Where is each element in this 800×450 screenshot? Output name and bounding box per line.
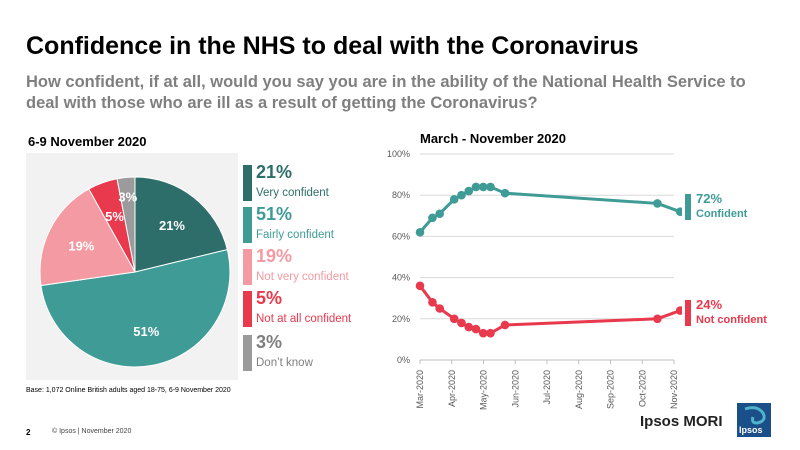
legend-label: Don’t know [256, 357, 313, 369]
legend-pct: 51% [256, 204, 293, 224]
pie-slice [134, 176, 228, 273]
end-label-bar [685, 194, 691, 220]
series-point [435, 304, 444, 313]
end-label-pct: 24% [696, 297, 723, 312]
line-section-title: March - November 2020 [420, 131, 566, 146]
series-point [449, 314, 459, 324]
logo-swirl-icon [744, 406, 766, 425]
series-point [500, 320, 510, 330]
base-note: Base: 1,072 Online British adults aged 1… [26, 387, 231, 394]
legend-label: Fairly confident [256, 229, 334, 241]
line-chart: 0% 20% 40% 60% 80% 100% Mar-2020 Apr-2020 May-20… [387, 149, 682, 410]
logo-text: Ipsos [739, 425, 763, 435]
series-point [464, 186, 474, 196]
legend-swatch [243, 207, 252, 243]
series-point [464, 322, 474, 332]
x-tick-label: Jul-2020 [542, 370, 552, 405]
legend-label: Not very confident [256, 271, 349, 283]
y-tick-label: 80% [392, 190, 410, 200]
y-tick-label: 40% [392, 273, 410, 283]
pie-section-title: 6-9 November 2020 [28, 134, 147, 149]
series-point [449, 195, 459, 204]
pie-chart: 21% 51% 19% 5% 3% [39, 176, 231, 368]
end-label-text: Not confident [696, 314, 767, 326]
pie-data-label: 3% [118, 189, 137, 204]
y-tick-label: 0% [397, 355, 410, 365]
x-tick-label: Apr-2020 [447, 370, 457, 407]
series-point [486, 182, 495, 192]
end-label-pct: 72% [696, 191, 723, 206]
series-point [653, 314, 662, 324]
series-point [415, 281, 425, 291]
brand-name: Ipsos MORI [640, 413, 723, 430]
legend-label: Very confident [256, 187, 329, 199]
x-tick-label: Jun-2020 [510, 370, 520, 408]
series-point [428, 298, 437, 307]
legend-swatch [243, 249, 252, 285]
y-tick-label: 20% [392, 314, 410, 324]
pie-slice [116, 176, 136, 273]
page-title: Confidence in the NHS to deal with the C… [26, 32, 639, 60]
pie-data-label: 19% [68, 238, 94, 253]
series-point [675, 306, 682, 315]
x-tick-label: Nov-2020 [669, 370, 679, 409]
series-point [428, 213, 437, 223]
copyright-note: © Ipsos | November 2020 [52, 428, 132, 435]
series-point [471, 182, 481, 192]
y-tick-label: 60% [392, 231, 410, 241]
legend-label: Not at all confident [256, 313, 352, 325]
series-point [435, 209, 444, 219]
page-subtitle: How confident, if at all, would you say … [26, 73, 746, 112]
pie-data-label: 5% [105, 209, 124, 224]
ipsos-logo: Ipsos [737, 403, 771, 437]
x-tick-label: Aug-2020 [574, 370, 584, 409]
series-point [675, 207, 682, 216]
legend-swatch [243, 291, 252, 327]
series-point [478, 182, 488, 192]
series-point [653, 199, 662, 208]
series-point [415, 227, 425, 237]
x-tick-label: May-2020 [479, 370, 489, 410]
legend-pct: 3% [256, 332, 283, 352]
x-tick-label: Mar-2020 [415, 370, 425, 409]
x-tick-label: Sep-2020 [606, 370, 616, 409]
series-point [486, 328, 495, 338]
pie-data-label: 21% [159, 218, 185, 233]
series-point [500, 188, 510, 198]
legend-pct: 19% [256, 246, 293, 266]
pie-data-label: 51% [133, 324, 159, 339]
series-point [471, 324, 481, 334]
series-point [457, 190, 466, 200]
y-tick-label: 100% [387, 149, 410, 159]
page-number: 2 [26, 428, 31, 437]
legend-swatch [243, 165, 252, 201]
end-label-text: Confident [696, 208, 748, 220]
legend-pct: 5% [256, 288, 283, 308]
pie-slice [39, 188, 136, 287]
legend-swatch [243, 335, 252, 371]
x-tick-label: Oct-2020 [637, 370, 647, 407]
end-label-bar [685, 300, 691, 326]
series-point [457, 318, 466, 328]
series-point [478, 328, 488, 338]
legend-pct: 21% [256, 162, 293, 182]
